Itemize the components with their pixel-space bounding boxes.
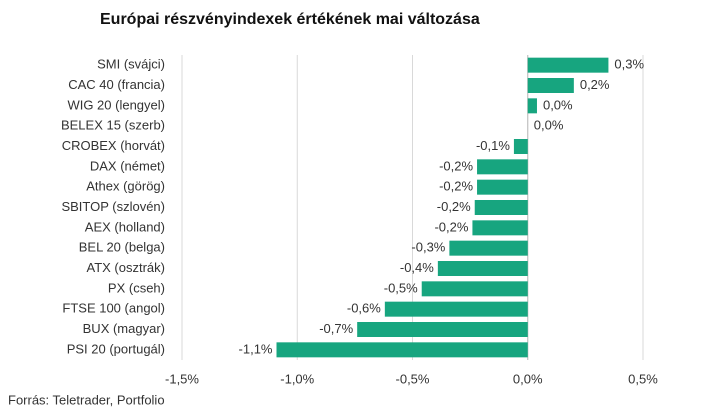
bar [437, 261, 528, 276]
bar [527, 78, 574, 93]
bar [527, 57, 609, 73]
bar [474, 200, 528, 215]
y-tick-label: PSI 20 (portugál) [67, 341, 165, 356]
bar [527, 98, 537, 114]
x-tick-label: 0,0% [513, 371, 543, 386]
y-tick-label: FTSE 100 (angol) [62, 301, 165, 316]
value-label: -0,2% [439, 158, 473, 173]
y-tick-label: DAX (német) [90, 158, 165, 173]
bar [357, 322, 528, 337]
value-label: -0,3% [411, 240, 445, 255]
y-tick-label: BELEX 15 (szerb) [61, 118, 165, 133]
source: Forrás: Teletrader, Portfolio [8, 392, 165, 407]
bar [472, 220, 528, 236]
bar [384, 301, 528, 317]
y-tick-label: PX (cseh) [108, 280, 165, 295]
bar [276, 342, 528, 358]
x-tick-label: -1,5% [165, 371, 199, 386]
y-tick-label: CAC 40 (francia) [68, 77, 165, 92]
y-tick-label: ATX (osztrák) [87, 260, 166, 275]
x-tick-label: -0,5% [396, 371, 430, 386]
y-tick-label: WIG 20 (lengyel) [67, 97, 165, 112]
x-tick-label: -1,0% [280, 371, 314, 386]
value-label: 0,3% [614, 57, 644, 72]
value-label: 0,2% [580, 77, 610, 92]
value-label: -0,2% [434, 219, 468, 234]
y-tick-label: AEX (holland) [85, 219, 165, 234]
value-label: -0,2% [437, 199, 471, 214]
bar [477, 179, 528, 195]
bar [421, 281, 528, 297]
x-tick-label: 0,5% [628, 371, 658, 386]
y-tick-label: CROBEX (horvát) [62, 138, 165, 153]
bar [449, 240, 528, 256]
value-label: -0,2% [439, 179, 473, 194]
y-tick-label: BUX (magyar) [83, 321, 165, 336]
value-label: 0,0% [534, 118, 564, 133]
value-label: -0,7% [319, 321, 353, 336]
bar [513, 139, 528, 154]
bar [477, 159, 528, 175]
y-tick-label: Athex (görög) [86, 179, 165, 194]
y-tick-label: SMI (svájci) [97, 57, 165, 72]
value-label: -0,5% [384, 280, 418, 295]
value-label: -1,1% [239, 341, 273, 356]
value-label: 0,0% [543, 97, 573, 112]
value-label: -0,6% [347, 301, 381, 316]
chart-title: Európai részvényindexek értékének mai vá… [100, 11, 480, 28]
value-label: -0,4% [400, 260, 434, 275]
y-tick-label: BEL 20 (belga) [79, 240, 165, 255]
y-tick-label: SBITOP (szlovén) [61, 199, 165, 214]
value-label: -0,1% [476, 138, 510, 153]
